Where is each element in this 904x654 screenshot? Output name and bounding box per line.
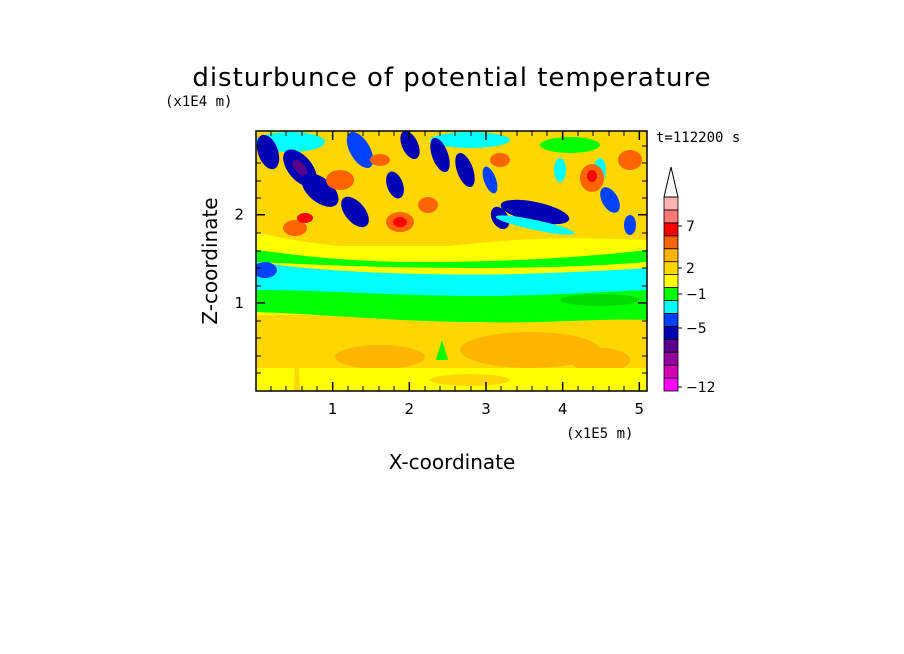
blue-cell (256, 134, 280, 170)
x-tick-label: 4 (558, 400, 568, 418)
blue-cell (386, 171, 404, 199)
blue-cell (624, 215, 636, 235)
purple-cell (292, 159, 308, 177)
y-minor-ticks (256, 145, 647, 374)
y-scale-label: (x1E4 m) (165, 94, 232, 110)
orange-patch (335, 345, 425, 369)
blue-cell (301, 173, 339, 207)
red-cell (418, 197, 438, 213)
red-cell (297, 213, 313, 223)
colorbar-segment (663, 351, 679, 366)
colorbar-segment (663, 222, 679, 237)
colorbar-segment (663, 325, 679, 340)
blue-patch (256, 262, 277, 278)
blue-cell (455, 152, 475, 188)
x-axis-ticks: 1 2 3 4 5 (328, 131, 644, 418)
red-cell (587, 170, 597, 182)
upper-wave-layer (256, 131, 647, 262)
x-minor-ticks (270, 131, 625, 391)
cyan-band (430, 132, 510, 148)
plot-frame (255, 130, 648, 392)
blue-cell (400, 131, 420, 160)
x-tick-label: 3 (481, 400, 491, 418)
colorbar-extend-arrow (663, 166, 679, 198)
red-cell (490, 153, 510, 167)
chart-title: disturbunce of potential temperature (192, 63, 711, 93)
colorbar-segment (663, 300, 679, 314)
red-cell (618, 150, 642, 170)
colorbar-label: −12 (686, 380, 716, 396)
colorbar-segment (663, 287, 679, 301)
colorbar-segment (663, 364, 679, 379)
orange-patch (460, 332, 600, 368)
cyan-streak (495, 215, 575, 235)
red-cell (393, 217, 407, 227)
cyan-cell (554, 158, 566, 182)
blue-streak (500, 199, 570, 225)
time-label: t=112200 s (656, 130, 740, 146)
orange-patch (570, 348, 630, 372)
colorbar-segment (663, 196, 679, 211)
colorbar-segment (663, 235, 679, 250)
colorbar-label: 2 (686, 261, 695, 277)
green-upper-edge (256, 246, 647, 268)
green-patch (540, 137, 600, 153)
y-tick-label: 1 (234, 294, 244, 312)
blue-cell (346, 131, 374, 169)
green-streak (294, 320, 300, 391)
colorbar-segment (663, 274, 679, 288)
blue-cell (482, 166, 498, 194)
green-spike (436, 340, 448, 360)
y-axis-ticks: 12 (234, 206, 647, 312)
colorbar-segment (663, 377, 679, 392)
cyan-band (256, 262, 647, 296)
red-cell (283, 220, 307, 236)
colorbar-label: −1 (686, 287, 707, 303)
colorbar-segment (663, 248, 679, 263)
colorbar-segment (663, 209, 679, 224)
blue-cell (600, 187, 620, 213)
colorbar-segment (663, 338, 679, 353)
lower-layer (256, 315, 647, 391)
middle-layer (256, 246, 647, 323)
colorbar-label: −5 (686, 321, 707, 337)
colorbar-segment (663, 312, 679, 327)
colorbar-label: 7 (686, 219, 695, 235)
yellow-wave-base (256, 232, 647, 262)
orange-patch (430, 374, 510, 386)
colorbar: 7 2 −1 −5 −12 (663, 166, 716, 396)
x-tick-label: 2 (405, 400, 415, 418)
contour-field (256, 131, 647, 391)
x-axis-label: X-coordinate (389, 450, 516, 474)
x-scale-label: (x1E5 m) (566, 426, 633, 442)
y-axis-label: Z-coordinate (198, 197, 222, 324)
x-tick-label: 1 (328, 400, 338, 418)
red-cell (370, 154, 390, 166)
green-patch (560, 294, 640, 306)
x-tick-label: 5 (635, 400, 645, 418)
colorbar-segment (663, 261, 679, 275)
red-cell (326, 170, 354, 190)
blue-cell (430, 137, 450, 173)
y-tick-label: 2 (234, 206, 244, 224)
blue-cell (341, 196, 369, 228)
